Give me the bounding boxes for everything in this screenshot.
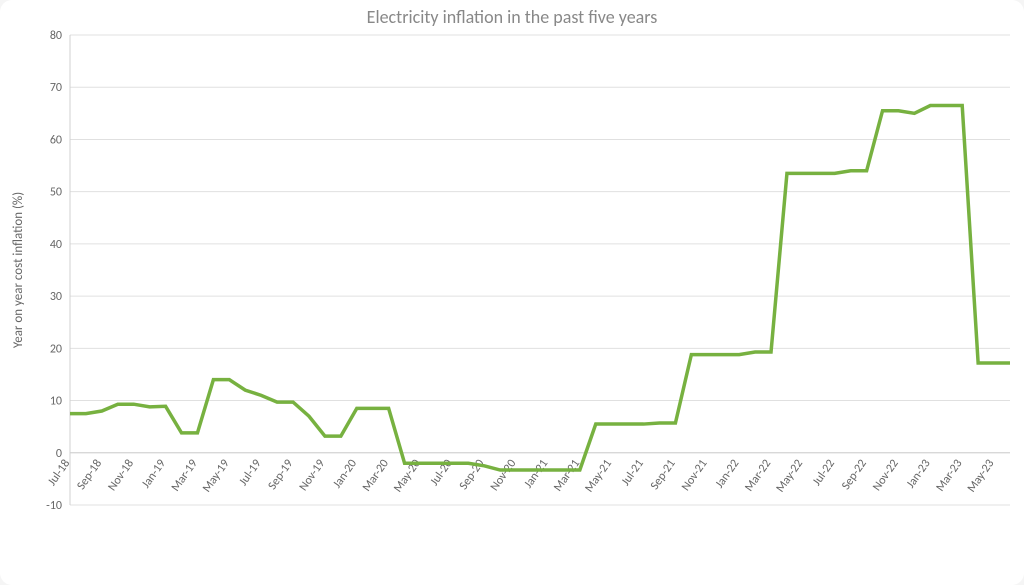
y-tick-label: 60 xyxy=(50,133,62,147)
y-tick-label: 50 xyxy=(50,186,62,200)
x-tick-label: Mar-20 xyxy=(360,457,392,494)
chart-title: Electricity inflation in the past five y… xyxy=(0,6,1024,28)
x-tick-label: Jan-23 xyxy=(904,457,934,491)
x-tick-label: Mar-21 xyxy=(551,457,583,494)
inflation-series xyxy=(70,106,1010,471)
x-tick-label: Jan-20 xyxy=(330,457,360,491)
x-tick-label: Nov-21 xyxy=(679,457,711,494)
y-tick-label: 30 xyxy=(50,290,62,304)
x-tick-label: Nov-20 xyxy=(488,457,520,494)
x-tick-label: Nov-18 xyxy=(105,457,137,494)
x-tick-label: Sep-18 xyxy=(74,457,105,493)
x-tick-label: May-21 xyxy=(582,457,615,495)
x-tick-label: Mar-23 xyxy=(934,457,966,494)
y-axis-title: Year on year cost inflation (%) xyxy=(11,192,26,348)
x-tick-label: Sep-22 xyxy=(839,457,870,493)
x-tick-label: Nov-19 xyxy=(297,457,329,494)
x-tick-label: May-22 xyxy=(774,457,807,495)
x-tick-label: Mar-22 xyxy=(742,457,774,494)
y-tick-label: 40 xyxy=(50,238,62,252)
chart-card: Electricity inflation in the past five y… xyxy=(0,0,1024,585)
x-tick-label: Jan-22 xyxy=(713,457,743,491)
x-tick-label: May-23 xyxy=(965,457,998,495)
x-tick-label: Jan-19 xyxy=(139,457,169,491)
y-tick-label: -10 xyxy=(46,499,62,513)
x-tick-label: Sep-19 xyxy=(266,457,297,493)
x-tick-label: Jul-22 xyxy=(810,457,838,489)
y-tick-label: 70 xyxy=(50,81,62,95)
line-chart: -1001020304050607080Year on year cost in… xyxy=(0,0,1024,585)
y-tick-label: 20 xyxy=(50,342,62,356)
x-tick-label: Jul-19 xyxy=(237,457,265,489)
x-tick-label: Jul-18 xyxy=(45,457,73,489)
x-tick-label: Nov-22 xyxy=(870,457,902,494)
x-tick-label: Jan-21 xyxy=(522,457,552,491)
x-tick-label: Jul-21 xyxy=(619,457,647,489)
y-tick-label: 10 xyxy=(50,395,62,409)
x-tick-label: Sep-21 xyxy=(648,457,679,493)
x-tick-label: Mar-19 xyxy=(169,457,201,494)
x-tick-label: May-19 xyxy=(200,457,233,495)
y-tick-label: 80 xyxy=(50,29,62,43)
